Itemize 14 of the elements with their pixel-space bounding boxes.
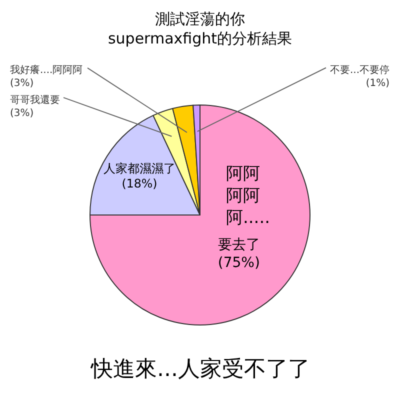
text: 快進來...人家受不了了: [90, 357, 310, 382]
data-label: (18%): [122, 176, 158, 191]
slice-label: 要去了: [218, 236, 260, 253]
slice-label: 哥哥我還要: [10, 94, 60, 106]
data-label: (75%): [218, 254, 260, 271]
pie-slice: [90, 104, 310, 326]
slice-label: 我好癢....阿阿阿: [10, 64, 83, 76]
text: 阿阿阿阿阿.....: [226, 164, 270, 228]
data-label: (1%): [366, 78, 390, 89]
slice-label: 人家都濕濕了: [104, 161, 176, 176]
chart-title: 測試淫蕩的你 supermaxfight的分析結果: [108, 10, 292, 48]
slice-label: 不要...不要停: [330, 64, 390, 76]
data-label: (3%): [10, 108, 34, 119]
data-label: (3%): [10, 78, 34, 89]
